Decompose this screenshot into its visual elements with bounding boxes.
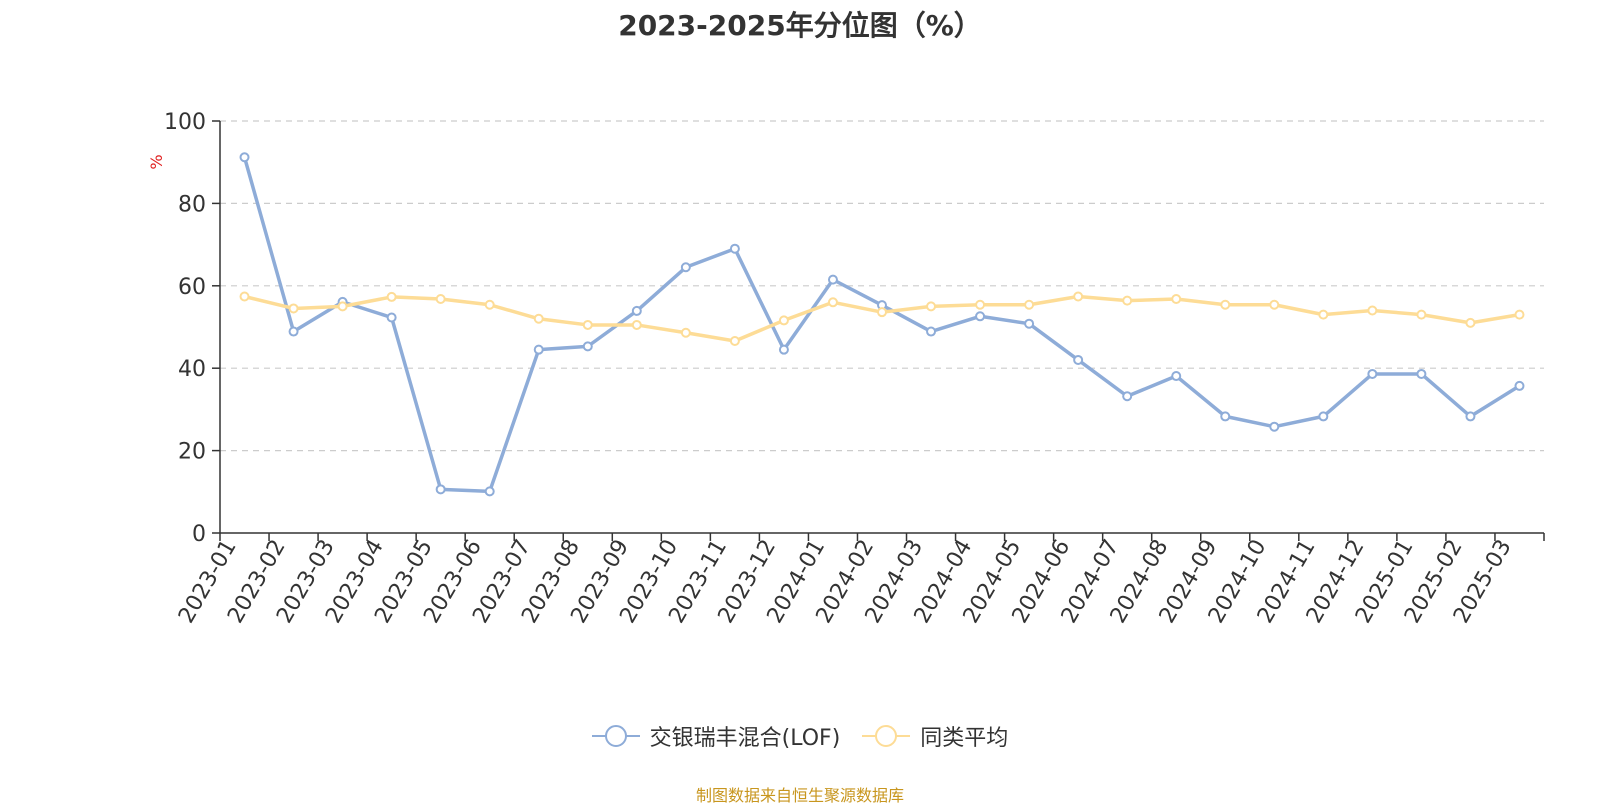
legend: 交银瑞丰混合(LOF) 同类平均 [0, 720, 1600, 752]
data-point-1 [877, 307, 887, 318]
data-point-0 [1073, 354, 1084, 365]
data-point-0 [533, 344, 544, 355]
data-point-0 [729, 243, 740, 254]
data-point-0 [926, 326, 937, 337]
data-point-1 [484, 299, 495, 310]
legend-label-average: 同类平均 [920, 726, 1009, 751]
data-point-0 [1318, 411, 1329, 422]
y-axis-label: % [147, 154, 166, 169]
data-point-0 [288, 326, 299, 337]
data-point-1 [582, 319, 593, 330]
data-point-1 [1514, 309, 1525, 320]
data-point-1 [827, 297, 838, 308]
legend-marker-average [862, 725, 911, 747]
y-tick-label: 0 [192, 522, 206, 547]
data-point-1 [1416, 309, 1427, 320]
data-point-1 [1367, 305, 1378, 316]
legend-item-fund[interactable]: 交银瑞丰混合(LOF) [591, 720, 841, 752]
data-point-0 [386, 312, 397, 323]
data-point-0 [1514, 380, 1525, 391]
data-point-0 [778, 344, 789, 355]
legend-item-average[interactable]: 同类平均 [862, 720, 1008, 752]
data-point-0 [1416, 368, 1427, 379]
data-point-1 [1220, 299, 1231, 310]
data-point-1 [239, 291, 250, 302]
data-point-0 [582, 341, 593, 352]
data-point-1 [1465, 317, 1476, 328]
data-point-0 [1465, 411, 1476, 422]
data-point-1 [680, 327, 691, 338]
data-point-0 [827, 274, 838, 285]
data-point-0 [239, 152, 250, 163]
data-point-1 [631, 319, 642, 330]
legend-label-fund: 交银瑞丰混合(LOF) [649, 726, 841, 751]
data-point-0 [1367, 368, 1378, 379]
data-point-0 [680, 262, 691, 273]
data-point-1 [386, 291, 397, 302]
y-tick-label: 100 [164, 110, 206, 135]
data-point-1 [1073, 291, 1084, 302]
data-point-0 [484, 486, 495, 497]
series-lines [242, 156, 1521, 494]
chart-title: 2023-2025年分位图（%） [618, 9, 982, 42]
data-point-0 [1024, 318, 1035, 329]
data-point-1 [337, 301, 348, 312]
data-point-1 [975, 299, 986, 310]
data-point-0 [975, 311, 986, 322]
data-point-1 [1024, 299, 1035, 310]
series-line-0 [242, 156, 1521, 494]
data-point-1 [926, 301, 937, 312]
data-point-1 [1122, 295, 1133, 306]
data-point-1 [729, 336, 740, 347]
data-point-1 [1269, 299, 1280, 310]
legend-marker-fund [591, 725, 640, 747]
y-tick-label: 40 [178, 357, 206, 382]
data-point-0 [1220, 411, 1231, 422]
data-point-0 [1269, 421, 1280, 432]
data-point-1 [533, 313, 544, 324]
data-point-0 [435, 484, 446, 495]
source-note: 制图数据来自恒生聚源数据库 [695, 786, 904, 805]
data-point-1 [288, 303, 299, 314]
data-point-1 [1318, 309, 1329, 320]
data-point-1 [1171, 293, 1182, 304]
y-tick-label: 20 [178, 440, 206, 465]
grid-lines [220, 120, 1544, 452]
axes: 020406080100%2023-012023-022023-032023-0… [147, 110, 1545, 628]
data-point-1 [435, 293, 446, 304]
data-points [239, 152, 1525, 497]
data-point-0 [1122, 391, 1133, 402]
data-point-1 [778, 315, 789, 326]
y-tick-label: 80 [178, 192, 206, 217]
y-tick-label: 60 [178, 275, 206, 300]
data-point-0 [631, 305, 642, 316]
data-point-0 [1171, 371, 1182, 382]
